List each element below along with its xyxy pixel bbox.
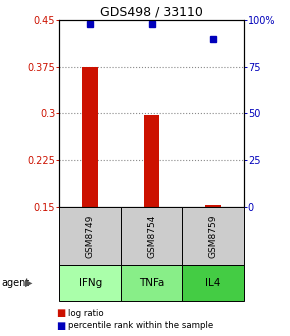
Text: ■: ■	[57, 321, 66, 331]
Text: GSM8759: GSM8759	[209, 214, 218, 258]
Bar	[205, 205, 221, 207]
Text: ▶: ▶	[25, 278, 32, 288]
Text: TNFa: TNFa	[139, 278, 164, 288]
Text: IFNg: IFNg	[79, 278, 102, 288]
Text: agent: agent	[1, 278, 30, 288]
Text: ■: ■	[57, 308, 66, 318]
Text: percentile rank within the sample: percentile rank within the sample	[68, 322, 213, 330]
Bar	[82, 67, 98, 207]
Text: IL4: IL4	[205, 278, 221, 288]
Text: log ratio: log ratio	[68, 309, 104, 318]
Text: GSM8754: GSM8754	[147, 214, 156, 258]
Text: GSM8749: GSM8749	[86, 214, 95, 258]
Title: GDS498 / 33110: GDS498 / 33110	[100, 6, 203, 19]
Bar	[144, 115, 159, 207]
